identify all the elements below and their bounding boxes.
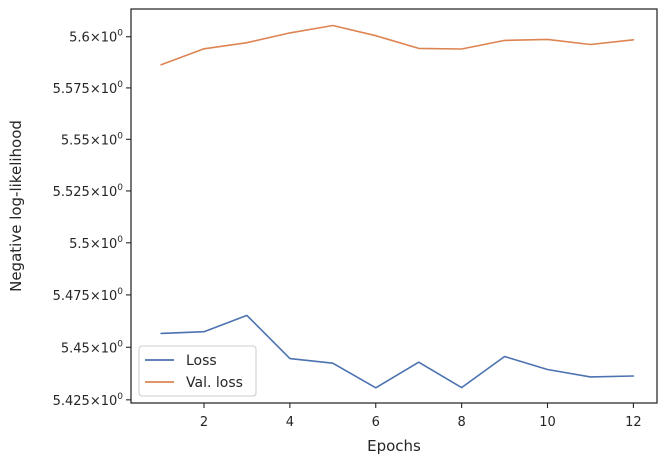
- legend-label: Val. loss: [186, 375, 243, 391]
- legend-box: [138, 345, 257, 397]
- x-tick-label: 6: [372, 415, 380, 430]
- y-tick-label: 5.55×100: [61, 131, 123, 148]
- y-tick-label: 5.5×100: [69, 235, 123, 252]
- legend-label: Loss: [186, 353, 217, 369]
- x-axis-label: Epochs: [367, 437, 421, 455]
- y-tick-label: 5.45×100: [61, 339, 123, 356]
- y-axis: 5.425×100 5.45×100 5.475×100 5.5×100 5.525×1…: [53, 29, 131, 409]
- x-axis: 2 4 6 8 10 12: [200, 403, 642, 430]
- series-layer: [160, 24, 635, 389]
- y-tick-label: 5.575×100: [53, 80, 124, 97]
- x-tick-label: 2: [200, 415, 208, 430]
- y-tick-label: 5.475×100: [53, 287, 124, 304]
- x-tick-label: 12: [625, 415, 642, 430]
- y-tick-label: 5.525×100: [53, 183, 124, 200]
- x-tick-label: 8: [457, 415, 465, 430]
- y-tick-label: 5.6×100: [69, 29, 123, 46]
- x-tick-label: 10: [539, 415, 556, 430]
- x-tick-label: 4: [286, 415, 294, 430]
- plot-frame: [130, 8, 658, 404]
- series-line-loss: [160, 314, 635, 389]
- y-axis-label: Negative log-likelihood: [7, 120, 25, 292]
- legend: Loss Val. loss: [138, 345, 257, 397]
- y-tick-label: 5.425×100: [53, 392, 124, 409]
- series-line-val-loss: [160, 24, 635, 66]
